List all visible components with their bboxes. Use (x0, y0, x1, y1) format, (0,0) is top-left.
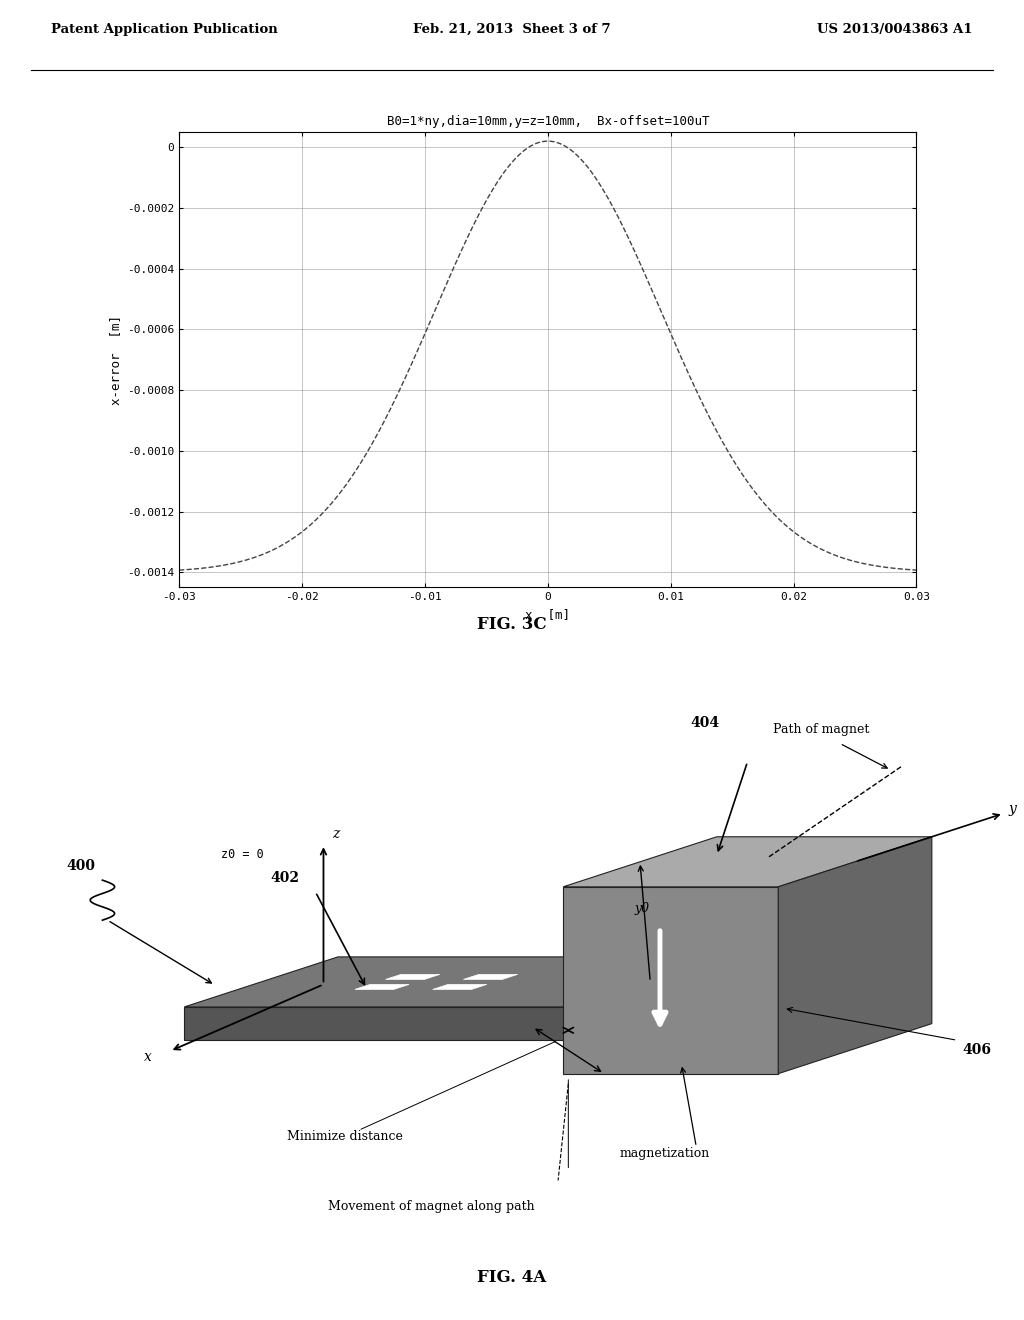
Text: 402: 402 (270, 871, 299, 884)
Polygon shape (573, 957, 727, 1040)
Polygon shape (432, 985, 487, 990)
Text: Feb. 21, 2013  Sheet 3 of 7: Feb. 21, 2013 Sheet 3 of 7 (414, 22, 610, 36)
Title: B0=1*ny,dia=10mm,y=z=10mm,  Bx-offset=100uT: B0=1*ny,dia=10mm,y=z=10mm, Bx-offset=100… (387, 115, 709, 128)
Text: FIG. 3C: FIG. 3C (477, 616, 547, 632)
Text: magnetization: magnetization (620, 1147, 710, 1160)
Polygon shape (385, 974, 440, 979)
Text: Path of magnet: Path of magnet (773, 723, 869, 737)
Text: y: y (1009, 803, 1017, 816)
Text: FIG. 4A: FIG. 4A (477, 1270, 547, 1286)
Text: z: z (332, 826, 339, 841)
Text: Patent Application Publication: Patent Application Publication (51, 22, 278, 36)
Polygon shape (563, 887, 778, 1073)
Polygon shape (354, 985, 410, 990)
Text: Minimize distance: Minimize distance (287, 1130, 402, 1143)
Text: x: x (144, 1051, 153, 1064)
X-axis label: x  [m]: x [m] (525, 607, 570, 620)
Text: z0 = 0: z0 = 0 (221, 847, 264, 861)
Polygon shape (563, 837, 932, 887)
Text: US 2013/0043863 A1: US 2013/0043863 A1 (817, 22, 973, 36)
Polygon shape (184, 957, 727, 1007)
Text: 404: 404 (690, 715, 719, 730)
Polygon shape (778, 837, 932, 1073)
Text: Movement of magnet along path: Movement of magnet along path (328, 1200, 535, 1213)
Polygon shape (184, 990, 727, 1040)
Text: y0: y0 (635, 902, 650, 915)
Polygon shape (463, 974, 518, 979)
Text: 406: 406 (963, 1043, 991, 1056)
Text: 400: 400 (67, 859, 95, 873)
Polygon shape (184, 1007, 573, 1040)
Y-axis label: x-error  [m]: x-error [m] (109, 314, 122, 405)
